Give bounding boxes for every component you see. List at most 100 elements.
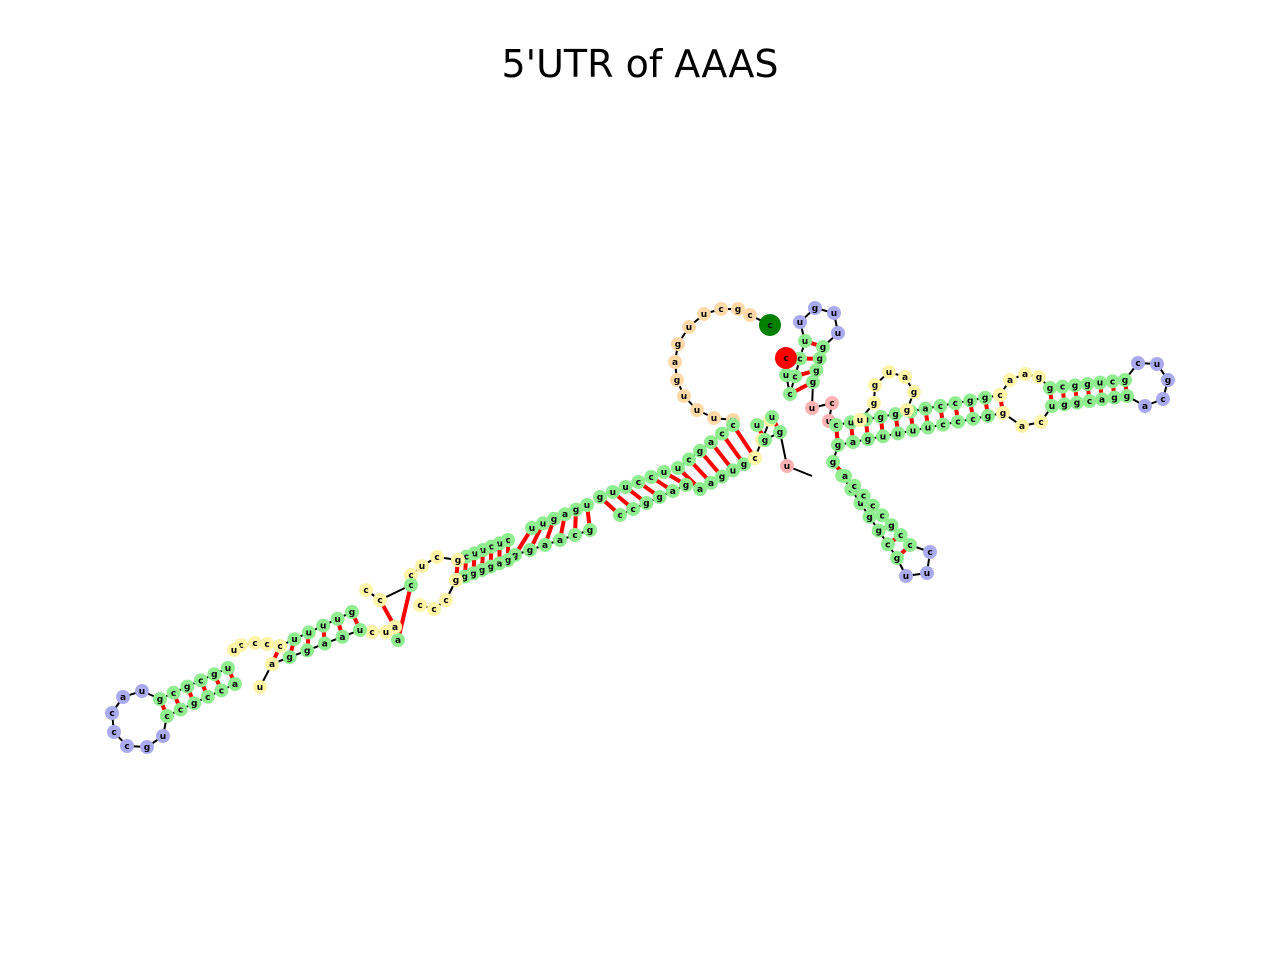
svg-text:a: a (708, 479, 714, 489)
svg-text:a: a (670, 487, 676, 497)
svg-text:u: u (857, 499, 863, 509)
nucleotide: c (847, 478, 862, 493)
svg-text:c: c (124, 742, 129, 752)
svg-text:a: a (392, 623, 398, 633)
svg-text:c: c (852, 482, 857, 492)
nucleotide: c (1034, 415, 1048, 429)
svg-text:c: c (631, 505, 636, 515)
svg-text:c: c (955, 418, 960, 428)
nucleotide: c (1055, 379, 1070, 394)
svg-text:g: g (157, 695, 163, 705)
nucleotide: u (750, 418, 764, 432)
svg-text:u: u (895, 429, 901, 439)
svg-text:u: u (160, 732, 166, 742)
svg-text:u: u (686, 323, 692, 333)
svg-text:g: g (813, 366, 819, 376)
nucleotide: c (105, 706, 119, 720)
nucleotide: c (120, 739, 134, 753)
nucleotide: c (166, 685, 181, 700)
nucleotide: c (626, 502, 641, 516)
svg-text:c: c (730, 421, 735, 431)
svg-text:c: c (198, 676, 203, 686)
nucleotide: g (737, 457, 751, 472)
svg-text:g: g (820, 343, 826, 353)
svg-text:c: c (178, 706, 183, 716)
svg-text:g: g (1165, 376, 1171, 386)
nucleotide: c (726, 418, 740, 432)
nucleotide: a (1095, 392, 1109, 407)
nucleotide: g (871, 523, 886, 538)
nucleotide: a (558, 507, 572, 522)
svg-text:g: g (643, 499, 649, 509)
svg-text:a: a (557, 536, 563, 546)
svg-text:c: c (164, 712, 169, 722)
svg-text:c: c (205, 693, 210, 703)
nucleotide: g (1120, 389, 1134, 403)
nucleotide: g (140, 740, 154, 754)
svg-text:a: a (542, 541, 548, 551)
nucleotide: c (893, 528, 908, 543)
nucleotide: a (1015, 419, 1029, 433)
svg-text:c: c (443, 596, 448, 606)
nucleotide: c (1105, 374, 1120, 389)
svg-text:g: g (512, 551, 518, 561)
svg-text:g: g (191, 699, 197, 709)
svg-text:g: g (1124, 392, 1130, 402)
nucleotide: u (671, 461, 685, 475)
svg-text:g: g (866, 513, 872, 523)
svg-text:u: u (681, 392, 687, 402)
svg-text:c: c (109, 709, 114, 719)
nucleotide: g (867, 396, 881, 410)
svg-text:c: c (369, 628, 374, 638)
nucleotide: c (193, 673, 208, 688)
nucleotide: c (173, 702, 188, 717)
nucleotide: u (227, 643, 241, 657)
svg-text:g: g (453, 576, 459, 586)
nucleotide: u (765, 410, 779, 424)
svg-text:c: c (264, 640, 269, 650)
nucleotide: g (1118, 373, 1132, 387)
svg-text:a: a (708, 438, 714, 448)
nucleotide: g (900, 403, 914, 417)
nucleotide: c (903, 538, 917, 552)
nucleotide: c (160, 709, 174, 723)
svg-text:g: g (479, 566, 485, 576)
svg-text:u: u (783, 371, 789, 381)
svg-text:u: u (622, 483, 628, 493)
nucleotide: u (805, 401, 819, 415)
svg-text:g: g (470, 569, 476, 579)
nucleotide: c (644, 470, 659, 484)
nucleotide: c (248, 636, 262, 650)
nucleotide: c (948, 396, 963, 411)
nucleotide: g (715, 469, 729, 484)
svg-text:c: c (649, 473, 654, 483)
svg-text:u: u (139, 687, 145, 697)
nucleotide: u (793, 315, 807, 329)
svg-text:c: c (938, 402, 943, 412)
nucleotide: u (353, 623, 367, 637)
nucleotide: g (153, 692, 167, 706)
svg-text:u: u (480, 546, 486, 556)
svg-text:c: c (505, 536, 510, 546)
svg-text:g: g (911, 388, 917, 398)
nucleotide: u (682, 320, 696, 334)
svg-text:c: c (797, 355, 802, 365)
svg-text:u: u (730, 466, 736, 476)
svg-text:g: g (812, 304, 818, 314)
nucleotide: g (890, 551, 904, 565)
nucleotide: a (693, 482, 707, 496)
nucleotide: u (415, 559, 429, 573)
svg-text:u: u (1049, 402, 1055, 412)
nucleotide: a (1003, 373, 1017, 387)
nucleotide: u (379, 625, 393, 639)
svg-text:g: g (865, 435, 871, 445)
svg-text:c: c (363, 586, 368, 596)
svg-text:u: u (584, 501, 590, 511)
nucleotide: c (951, 414, 965, 429)
svg-text:g: g (1084, 380, 1090, 390)
nucleotide: u (899, 569, 913, 583)
nucleotide: c (359, 583, 373, 597)
nucleotide: g (1107, 390, 1122, 405)
svg-text:g: g (551, 515, 557, 525)
